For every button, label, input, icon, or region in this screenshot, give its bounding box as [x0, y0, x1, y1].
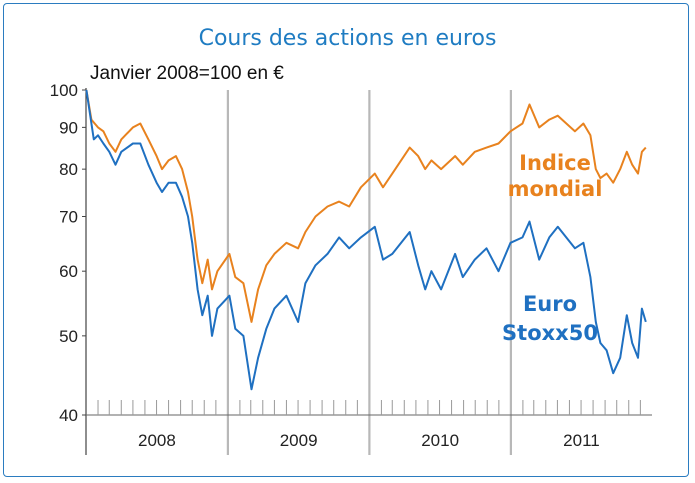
y-tick-label: 60 [59, 262, 78, 281]
y-tick-label: 80 [59, 160, 78, 179]
series-line-euro-stoxx50 [85, 89, 647, 391]
series-label-indice-mondial: mondial [508, 177, 603, 201]
series-label-euro-stoxx50: Stoxx50 [502, 321, 598, 345]
y-tick-label: 70 [59, 208, 78, 227]
y-tick-label: 50 [59, 327, 78, 346]
chart-subtitle: Janvier 2008=100 en € [90, 63, 284, 84]
x-year-label: 2008 [138, 431, 176, 450]
series-line-indice-mondial [85, 89, 647, 323]
y-tick-label: 90 [59, 118, 78, 137]
chart-frame [3, 3, 689, 477]
x-year-label: 2011 [563, 431, 600, 450]
series-label-euro-stoxx50: Euro [523, 292, 577, 316]
series-label-indice-mondial: Indice [519, 151, 591, 175]
y-tick-label: 100 [50, 81, 78, 100]
x-year-label: 2010 [421, 431, 459, 450]
y-tick-label: 40 [59, 406, 78, 425]
chart-title: Cours des actions en euros [198, 26, 497, 51]
x-year-label: 2009 [280, 431, 318, 450]
